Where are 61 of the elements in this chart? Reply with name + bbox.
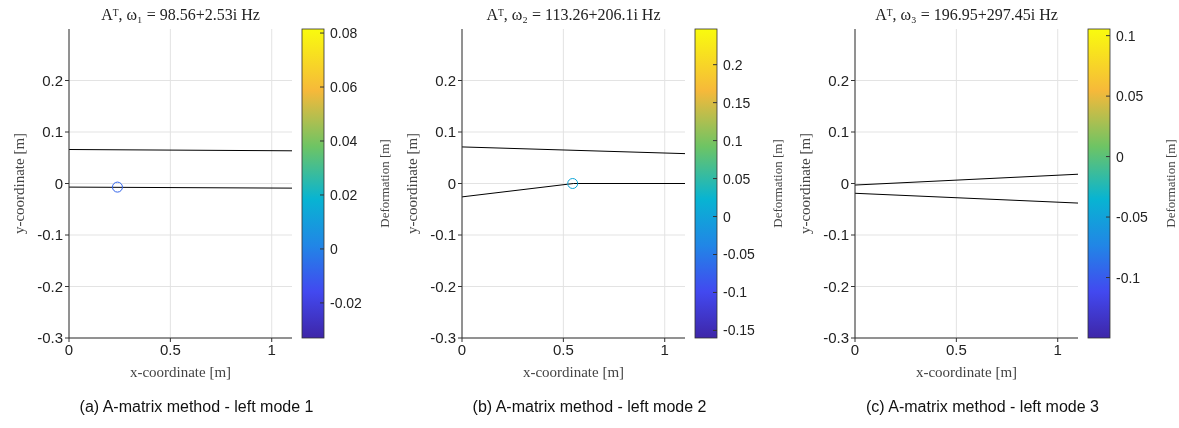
x-tick-label: 1	[1053, 340, 1062, 358]
x-tick-label: 0.5	[945, 340, 967, 358]
y-tick-label: -0.3	[430, 329, 456, 347]
y-tick-label: -0.3	[823, 329, 849, 347]
x-axis-title: x-coordinate [m]	[915, 363, 1018, 380]
color-bar-label: 0.2	[723, 56, 743, 73]
x-tick-label: 0	[64, 340, 74, 358]
y-axis-title: y-coordinate [m]	[797, 132, 813, 235]
y-tick-label: -0.1	[430, 226, 456, 244]
x-tick-label: 1	[660, 340, 669, 358]
color-bar-label: 0	[330, 240, 338, 257]
color-bar-label: 0.04	[330, 133, 358, 149]
y-axis-title: y-coordinate [m]	[11, 132, 27, 235]
chart-title: Aᵀ, ω₁ = 98.56+2.53i Hz	[101, 6, 260, 23]
color-bar-title: Deformation [m]	[1163, 139, 1178, 228]
x-tick-label: 0	[850, 340, 860, 358]
y-tick-label: 0.2	[435, 71, 456, 89]
x-axis-title: x-coordinate [m]	[522, 363, 625, 380]
color-bar-label: 0.1	[723, 132, 743, 149]
y-tick-label: 0.1	[42, 123, 63, 141]
x-tick-label: 0.5	[552, 340, 574, 358]
chart-title: Aᵀ, ω₃ = 196.95+297.45i Hz	[875, 6, 1058, 23]
y-tick-label: 0	[840, 174, 849, 192]
y-tick-label: 0	[54, 174, 63, 192]
color-bar-label: -0.1	[1116, 269, 1141, 286]
color-bar-title: Deformation [m]	[377, 139, 392, 228]
text: (c) A-matrix method - left mode 3	[865, 398, 1100, 416]
y-tick-label: -0.3	[37, 329, 63, 347]
color-bar-label: 0.05	[723, 170, 751, 187]
color-bar-label: 0.1	[1116, 27, 1136, 44]
y-tick-label: 0.2	[42, 71, 63, 89]
color-bar-label: 0.08	[330, 25, 358, 42]
y-tick-label: -0.2	[823, 277, 849, 295]
y-tick-label: -0.2	[430, 277, 456, 295]
color-bar-label: -0.05	[1116, 209, 1149, 226]
x-axis-title: x-coordinate [m]	[129, 363, 232, 380]
color-bar-label: 0.02	[330, 186, 358, 203]
text: (a) A-matrix method - left mode 1	[78, 398, 315, 416]
color-bar-label: -0.02	[330, 294, 363, 311]
x-tick-label: 1	[267, 340, 276, 358]
x-tick-label: 0	[457, 340, 467, 358]
chart-title: Aᵀ, ω₂ = 113.26+206.1i Hz	[486, 6, 661, 23]
x-tick-label: 0.5	[159, 340, 181, 358]
y-tick-label: 0	[447, 174, 456, 192]
y-tick-label: 0.1	[435, 123, 456, 141]
color-bar-label: 0.15	[723, 94, 751, 111]
color-bar-label: -0.05	[723, 246, 756, 263]
y-axis-title: y-coordinate [m]	[404, 132, 420, 235]
color-bar-label: -0.15	[723, 322, 756, 339]
text: (b) A-matrix method - left mode 2	[471, 398, 708, 416]
color-bar-label: -0.1	[723, 284, 748, 301]
y-tick-label: 0.1	[828, 123, 849, 141]
y-tick-label: -0.2	[37, 277, 63, 295]
color-bar-label: 0	[1116, 148, 1124, 165]
y-tick-label: -0.1	[37, 226, 63, 244]
color-bar-label: 0	[723, 208, 731, 225]
y-tick-label: 0.2	[828, 71, 849, 89]
y-tick-label: -0.1	[823, 226, 849, 244]
color-bar-label: 0.05	[1116, 88, 1144, 105]
color-bar-label: 0.06	[330, 79, 358, 96]
color-bar-title: Deformation [m]	[770, 139, 785, 228]
